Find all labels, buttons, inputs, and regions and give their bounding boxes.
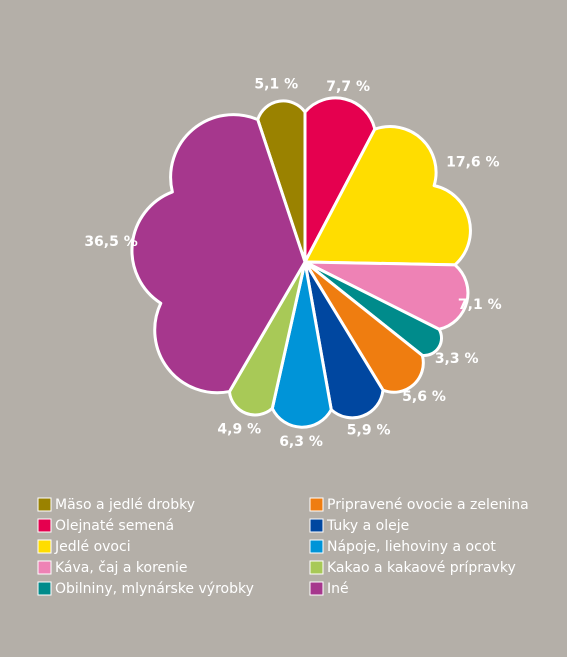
legend-label: Kakao a kakaové prípravky	[327, 560, 516, 576]
value-label: 4,9 %	[217, 422, 261, 438]
legend-swatch	[309, 518, 324, 533]
pie-slice	[303, 260, 443, 357]
pie-slice	[227, 260, 307, 417]
legend-label: Tuky a oleje	[326, 518, 409, 534]
pie-slice	[130, 113, 307, 395]
value-label: 17,6 %	[446, 155, 499, 171]
legend-label: Jedlé ovoci	[54, 539, 131, 555]
legend-label: Mäso a jedlé drobky	[55, 497, 195, 513]
pie-slice	[270, 260, 333, 429]
value-label: 3,3 %	[435, 351, 479, 367]
legend-label: Káva, čaj a korenie	[55, 560, 188, 576]
value-label: 36,5 %	[84, 234, 137, 250]
value-label: 5,6 %	[402, 389, 446, 405]
value-label: 6,3 %	[279, 434, 323, 450]
legend-label: Pripravené ovocie a zelenina	[327, 497, 529, 513]
legend-swatch	[309, 497, 324, 512]
pie-slice	[303, 96, 377, 264]
value-label: 7,1 %	[458, 297, 502, 313]
legend-swatch	[37, 518, 52, 533]
legend-swatch	[309, 581, 324, 596]
legend-label: Iné	[327, 581, 349, 597]
legend-swatch	[309, 539, 324, 554]
legend-label: Nápoje, liehoviny a ocot	[327, 539, 496, 555]
pie-slice	[303, 125, 472, 267]
legend-swatch	[37, 560, 52, 575]
value-label: 7,7 %	[326, 79, 370, 95]
pie-slice	[303, 260, 385, 420]
legend-label: Olejnaté semená	[55, 518, 174, 534]
legend-swatch	[309, 560, 324, 575]
pie-slice	[303, 260, 470, 331]
pie-slice	[303, 260, 425, 394]
legend-label: Obilniny, mlynárske výrobky	[55, 581, 254, 597]
legend-swatch	[37, 581, 52, 596]
value-label: 5,1 %	[254, 76, 298, 92]
legend-swatch	[37, 539, 52, 554]
legend-swatch	[37, 497, 52, 512]
value-label: 5,9 %	[347, 422, 391, 438]
